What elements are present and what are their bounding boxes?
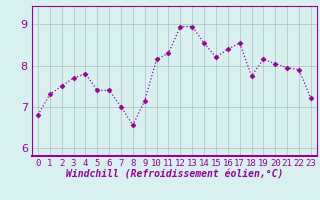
X-axis label: Windchill (Refroidissement éolien,°C): Windchill (Refroidissement éolien,°C): [66, 170, 283, 180]
